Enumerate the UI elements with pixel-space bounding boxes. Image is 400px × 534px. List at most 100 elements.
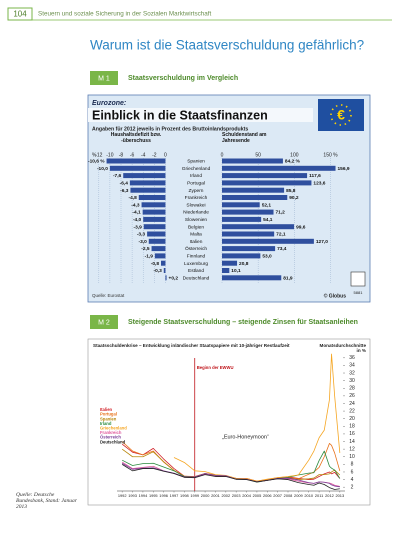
value-label: -3,0: [138, 239, 147, 245]
legend-label: Spanien: [100, 416, 117, 421]
bar: [165, 275, 167, 281]
bar: [222, 246, 276, 252]
x-tick-label: 2009: [294, 493, 303, 498]
category-label: Zypern: [189, 188, 204, 194]
series-header: Schuldenstand am Jahresende: [222, 132, 267, 144]
value-label: 71,2: [276, 210, 286, 216]
category-label: Spanien: [187, 159, 205, 165]
bar: [109, 165, 166, 171]
x-tick-label: 50: [255, 152, 261, 158]
category-label: Finnland: [187, 253, 206, 259]
x-tick-label: 0: [221, 152, 224, 158]
y-tick-label: 22: [349, 408, 355, 414]
bar: [129, 180, 166, 186]
x-tick-label: 0: [164, 152, 167, 158]
value-label: 123,6: [313, 180, 325, 186]
value-label: 156,9: [338, 166, 350, 172]
x-tick-label: 2003: [232, 493, 241, 498]
bar: [143, 224, 166, 230]
bar: [222, 158, 283, 164]
bar: [163, 268, 166, 273]
value-label: 20,8: [239, 261, 249, 267]
chart-frame: [87, 338, 371, 506]
section-tag-box: [90, 71, 118, 85]
legend-label: Italien: [100, 407, 113, 412]
x-tick-label: 150 %: [323, 152, 338, 158]
x-tick-label: 1997: [170, 493, 179, 498]
category-label: Belgien: [188, 224, 204, 230]
y-tick-label: 30: [349, 378, 355, 384]
bar: [106, 158, 166, 164]
section-heading: Staatsverschuldung im Vergleich: [128, 75, 238, 82]
bar: [151, 246, 166, 252]
bar: [148, 238, 166, 244]
value-label: -6,3: [120, 188, 129, 194]
bar: [222, 195, 288, 200]
legend-label: Österreich: [100, 435, 121, 440]
value-label: -4,1: [132, 210, 141, 216]
bar: [222, 260, 238, 266]
y-tick-label: 26: [349, 393, 355, 399]
value-label: -3,9: [133, 224, 142, 230]
x-tick-label: 2008: [284, 493, 293, 498]
bar: [222, 238, 314, 244]
y-tick-label: 28: [349, 386, 355, 392]
x-tick-label: 2002: [221, 493, 230, 498]
category-label: Portugal: [187, 180, 205, 186]
value-label: 84,2 %: [285, 159, 301, 165]
annotation: Beginn der EWWU: [197, 365, 234, 370]
value-label: -1,9: [145, 253, 154, 259]
bar: [154, 253, 166, 259]
x-tick-label: 2013: [335, 493, 344, 498]
page-number-box: [7, 7, 33, 21]
bar: [141, 202, 166, 208]
bar: [222, 231, 275, 237]
value-label: 117,6: [309, 173, 321, 179]
x-tick-label: -6: [130, 152, 135, 158]
y-tick-label: 20: [349, 416, 355, 422]
annotation: „Euro-Honeymoon“: [222, 434, 269, 440]
category-label: Frankreich: [185, 195, 208, 201]
bar: [222, 187, 285, 193]
x-tick-label: 2004: [242, 493, 251, 498]
y-tick-label: 18: [349, 424, 355, 430]
value-label: -0,8: [151, 261, 160, 267]
value-label: 90,2: [289, 195, 299, 201]
y-tick-label: 16: [349, 431, 355, 437]
value-label: -2,5: [141, 246, 150, 252]
globus-logo: [350, 271, 366, 287]
legend-label: Griechenland: [100, 426, 127, 431]
x-tick-label: 1995: [149, 493, 158, 498]
x-tick-label: 1998: [180, 493, 189, 498]
x-tick-label: 1992: [118, 493, 127, 498]
x-tick-label: 2011: [315, 493, 323, 498]
value-label: 73,4: [277, 246, 287, 252]
bar: [143, 216, 166, 222]
bar: [222, 275, 282, 281]
bar: [222, 173, 308, 179]
legend-label: Portugal: [100, 412, 117, 417]
y-tick-label: 32: [349, 370, 355, 376]
y-axis-label: Monatsdurchschnitte in %: [319, 343, 366, 354]
bar: [222, 209, 274, 215]
y-tick-label: 10: [349, 454, 355, 460]
chart-credit: © Globus: [324, 292, 347, 299]
value-label: 72,1: [276, 232, 286, 238]
value-label: -10,0: [97, 166, 108, 172]
value-label: -3,3: [137, 232, 146, 238]
category-label: Irland: [190, 173, 202, 179]
x-tick-label: 2007: [273, 493, 282, 498]
y-tick-label: 34: [349, 363, 355, 369]
x-tick-label: 2001: [211, 493, 220, 498]
value-label: 53,0: [262, 253, 272, 259]
category-label: Italien: [190, 239, 203, 245]
x-tick-label: 1994: [139, 493, 148, 498]
side-note: Quelle: Deutsche Bundesbank, Stand: Janu…: [16, 492, 77, 511]
value-label: -10,6 %: [88, 159, 105, 165]
section-tag-box: [90, 315, 118, 329]
y-tick-label: 24: [349, 401, 355, 407]
y-tick-label: 36: [349, 355, 355, 361]
value-label: -4,3: [131, 202, 140, 208]
y-tick-label: 4: [351, 477, 354, 483]
